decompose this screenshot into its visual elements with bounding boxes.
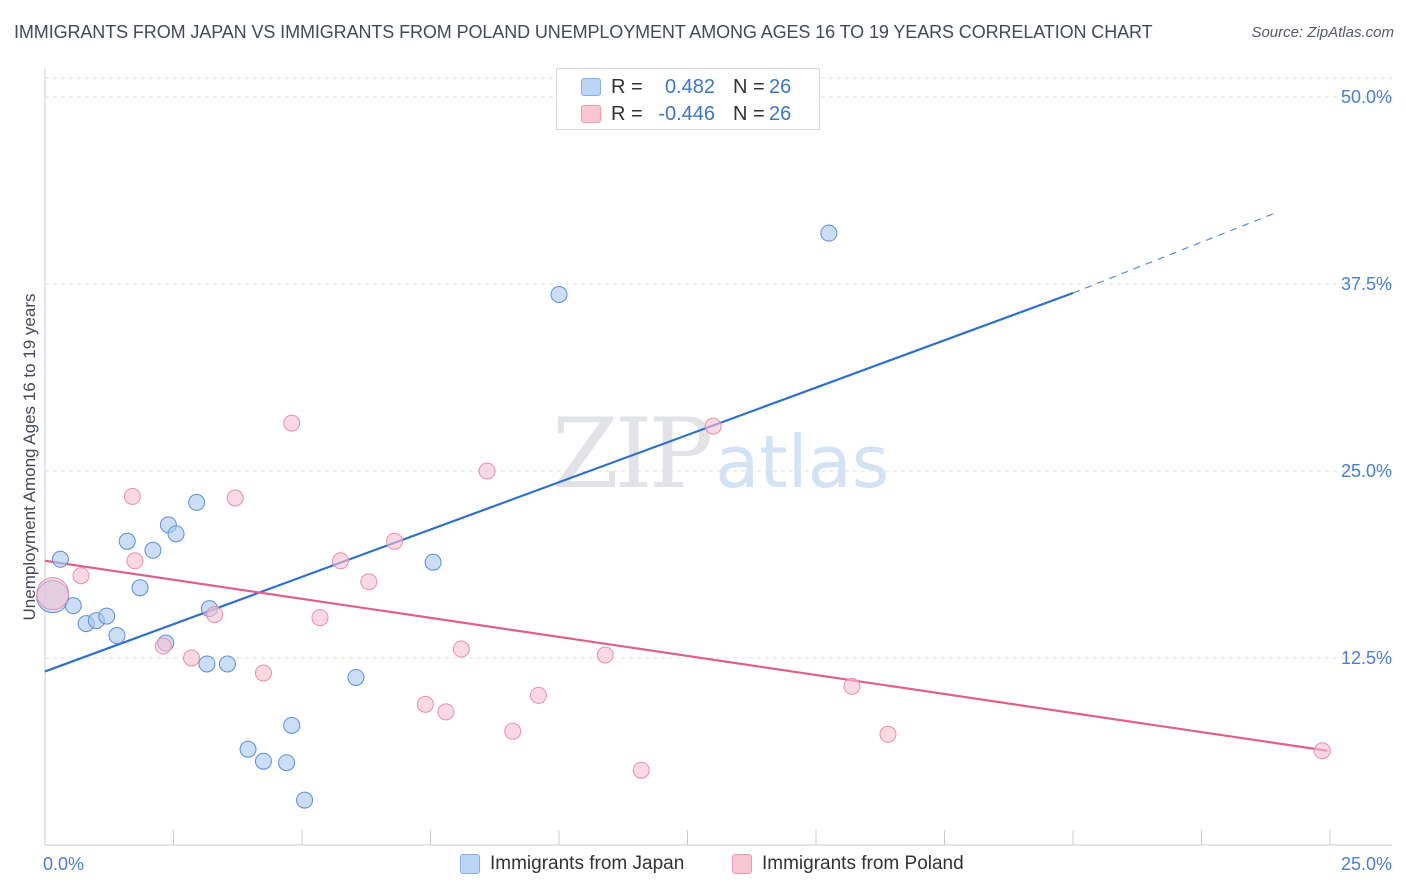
japan-point: [254, 752, 272, 770]
japan-point: [188, 493, 206, 511]
japan-trend-line: [44, 291, 1074, 673]
japan-point: [218, 655, 236, 673]
legend-row-poland: R = -0.446 N = 26: [581, 102, 791, 126]
japan-point: [131, 579, 149, 597]
japan-legend-label: Immigrants from Japan: [490, 853, 685, 874]
poland-point: [126, 552, 144, 570]
poland-point: [123, 487, 141, 505]
poland-point: [452, 640, 470, 658]
japan-point: [167, 525, 185, 543]
japan-point: [108, 627, 126, 645]
y-tick-label: 25.0%: [1341, 461, 1392, 481]
legend-item-poland: Immigrants from Poland: [732, 852, 964, 876]
poland-point: [360, 573, 378, 591]
poland-point: [254, 664, 272, 682]
poland-point: [632, 761, 650, 779]
x-tick-label: 0.0%: [43, 854, 84, 874]
poland-point: [529, 686, 547, 704]
poland-point: [504, 722, 522, 740]
japan-swatch: [581, 78, 601, 96]
japan-legend-swatch: [460, 854, 480, 874]
n-value: 26: [769, 75, 792, 98]
poland-point: [311, 609, 329, 627]
axes: [44, 68, 1392, 846]
poland-legend-label: Immigrants from Poland: [762, 853, 964, 874]
r-value: 0.482: [664, 75, 715, 98]
poland-legend-swatch: [732, 854, 752, 874]
legend-row-japan: R = 0.482 N = 26: [581, 75, 791, 99]
poland-point: [72, 567, 90, 585]
poland-point: [332, 552, 350, 570]
poland-swatch: [581, 105, 601, 123]
japan-point: [278, 754, 296, 772]
chart-title: IMMIGRANTS FROM JAPAN VS IMMIGRANTS FROM…: [14, 22, 1153, 42]
n-label: N =: [733, 102, 765, 125]
n-label: N =: [733, 75, 765, 98]
poland-point: [416, 695, 434, 713]
watermark: ZIPatlas: [552, 398, 889, 510]
japan-point: [198, 655, 216, 673]
n-value: 26: [769, 102, 792, 125]
poland-point: [596, 646, 614, 664]
japan-point: [98, 607, 116, 625]
correlation-legend: R = 0.482 N = 26 R = -0.446 N = 26: [556, 68, 820, 130]
japan-point: [239, 740, 257, 758]
r-value: -0.446: [658, 102, 715, 125]
japan-point: [347, 668, 365, 686]
japan-point: [144, 541, 162, 559]
y-tick-label: 37.5%: [1341, 274, 1392, 294]
poland-point: [1313, 742, 1331, 760]
trend-lines: [44, 213, 1328, 752]
japan-trend-extension: [1072, 213, 1274, 294]
poland-point: [704, 417, 722, 435]
japan-point: [64, 597, 82, 615]
poland-point: [843, 677, 861, 695]
gridlines: [45, 77, 1392, 659]
tick-labels: 12.5% 25.0% 37.5% 50.0% 0.0% 25.0%: [43, 87, 1392, 874]
source-label: Source: ZipAtlas.com: [1251, 24, 1394, 41]
y-tick-label: 12.5%: [1341, 648, 1392, 668]
y-tick-label: 50.0%: [1341, 87, 1392, 107]
poland-point: [36, 577, 70, 611]
r-label: R =: [611, 75, 643, 98]
poland-point: [879, 725, 897, 743]
watermark-atlas: atlas: [715, 420, 890, 504]
legend-item-japan: Immigrants from Japan: [460, 852, 684, 876]
x-tick-label: 25.0%: [1341, 854, 1392, 874]
poland-trend-line: [44, 559, 1328, 752]
poland-point: [226, 489, 244, 507]
japan-point: [118, 532, 136, 550]
japan-point: [51, 550, 69, 568]
poland-point: [283, 414, 301, 432]
japan-point: [820, 224, 838, 242]
r-label: R =: [611, 102, 643, 125]
poland-point: [478, 462, 496, 480]
poland-point: [386, 532, 404, 550]
japan-point: [283, 716, 301, 734]
poland-point: [154, 637, 172, 655]
poland-point: [182, 649, 200, 667]
japan-point: [550, 285, 568, 303]
poland-point: [437, 703, 455, 721]
japan-point: [424, 553, 442, 571]
poland-point: [206, 606, 224, 624]
data-points: [36, 224, 1331, 809]
japan-point: [296, 791, 314, 809]
